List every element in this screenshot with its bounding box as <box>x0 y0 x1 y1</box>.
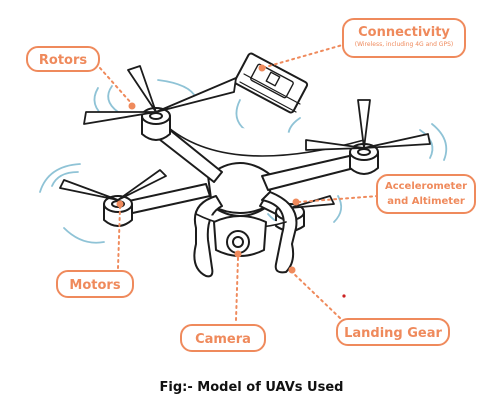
figure-caption: Fig:- Model of UAVs Used <box>159 380 344 395</box>
connectivity-board <box>233 52 309 114</box>
camera <box>213 215 267 257</box>
leader-lines <box>99 43 379 321</box>
motors-label-text: Motors <box>69 278 121 293</box>
connector-dots <box>116 64 300 274</box>
connectivity-label: Connectivity (Wireless, including 4G and… <box>342 18 466 58</box>
rotors-label: Rotors <box>26 46 100 72</box>
landing-gear-label: Landing Gear <box>336 318 450 346</box>
camera-label: Camera <box>180 324 266 352</box>
red-dot <box>342 294 346 298</box>
connectivity-sub-text: (Wireless, including 4G and GPS) <box>354 41 454 48</box>
accelerometer-label: Accelerometer and Altimeter <box>376 174 476 214</box>
propellers <box>59 65 431 209</box>
accelerometer-line2: and Altimeter <box>387 196 465 207</box>
accelerometer-line1: Accelerometer <box>384 181 468 192</box>
rotor-motion-lines <box>39 79 448 244</box>
motors-label: Motors <box>56 270 134 298</box>
rotors-label-text: Rotors <box>38 53 88 68</box>
landing-gear-label-text: Landing Gear <box>344 326 442 341</box>
camera-label-text: Camera <box>195 332 251 347</box>
connectivity-label-text: Connectivity <box>358 25 450 40</box>
